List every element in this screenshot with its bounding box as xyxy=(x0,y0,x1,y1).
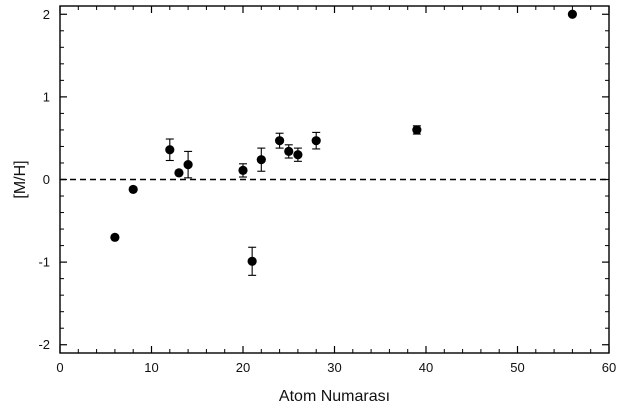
data-point xyxy=(256,155,266,165)
data-point xyxy=(165,145,175,155)
data-point xyxy=(183,160,193,170)
data-point xyxy=(275,136,285,146)
x-tick-label: 20 xyxy=(236,360,250,375)
data-point xyxy=(311,136,321,146)
data-point xyxy=(412,125,422,135)
y-axis-label: [M/H] xyxy=(12,160,29,198)
x-tick-label: 50 xyxy=(510,360,524,375)
data-point xyxy=(110,232,120,242)
x-tick-label: 0 xyxy=(56,360,63,375)
data-point xyxy=(293,150,303,160)
y-tick-label: 0 xyxy=(43,172,50,187)
x-axis-label: Atom Numarası xyxy=(279,388,390,405)
data-point xyxy=(238,165,248,176)
x-tick-label: 30 xyxy=(327,360,341,375)
y-tick-label: -2 xyxy=(38,337,50,352)
data-point xyxy=(247,256,257,266)
y-tick-label: 2 xyxy=(43,7,50,22)
x-tick-label: 10 xyxy=(144,360,158,375)
y-tick-label: -1 xyxy=(38,255,50,270)
y-tick-label: 1 xyxy=(43,89,50,104)
plot-frame xyxy=(59,5,610,354)
data-point xyxy=(128,184,138,195)
x-tick-label: 40 xyxy=(419,360,433,375)
data-point xyxy=(567,9,578,19)
x-tick-label: 60 xyxy=(602,360,616,375)
data-point xyxy=(284,146,294,157)
data-point xyxy=(174,168,184,178)
data-points xyxy=(110,9,578,276)
x-axis-ticks: 0 10 20 30 40 50 60 xyxy=(56,6,616,375)
